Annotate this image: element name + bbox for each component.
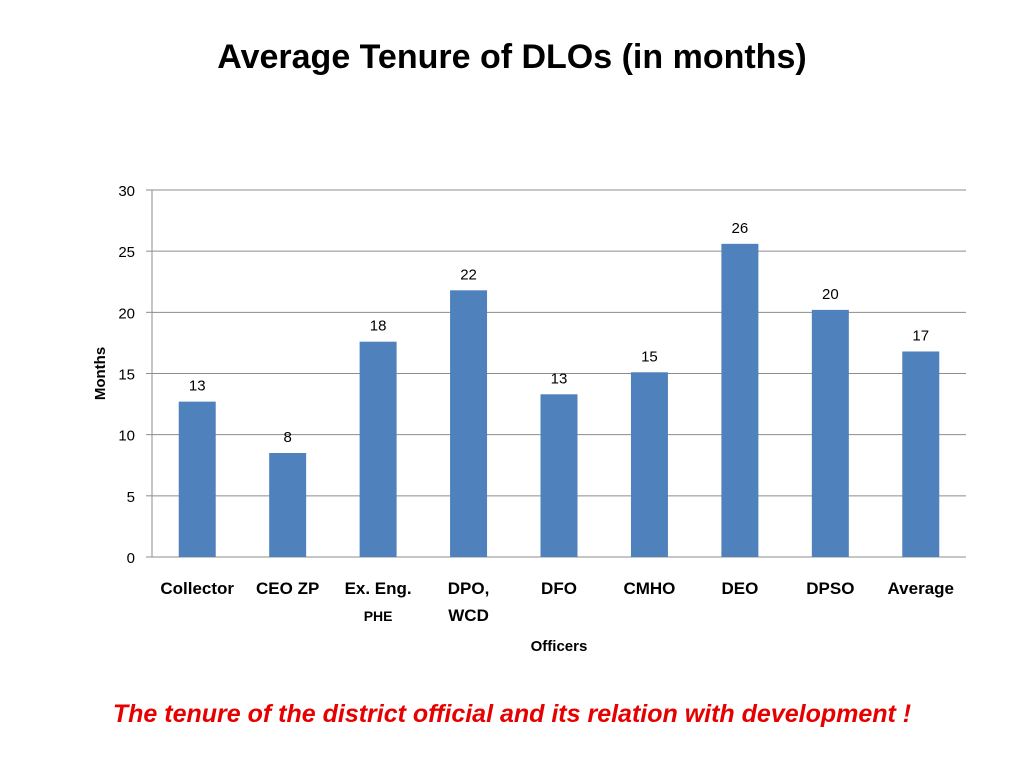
x-tick-label: Ex. Eng.: [345, 579, 412, 598]
x-axis-title: Officers: [531, 638, 588, 655]
x-tick-label: Collector: [160, 579, 234, 598]
x-tick-label: DFO: [541, 579, 577, 598]
data-label: 15: [641, 348, 658, 365]
x-tick-label-line2: WCD: [448, 606, 489, 625]
bar: [630, 372, 668, 557]
data-label: 17: [912, 327, 929, 344]
x-tick-label-line2: PHE: [364, 608, 393, 624]
bar: [902, 351, 940, 557]
x-tick-label: DEO: [721, 579, 758, 598]
x-tick-label: CEO ZP: [256, 579, 319, 598]
x-tick-label: DPSO: [806, 579, 854, 598]
x-tick-label: Average: [888, 579, 954, 598]
x-tick-label: CMHO: [623, 579, 675, 598]
slide-title: Average Tenure of DLOs (in months): [217, 38, 807, 76]
x-tick-label: DPO,: [448, 579, 490, 598]
y-tick-label: 25: [118, 244, 135, 261]
bar: [359, 341, 397, 557]
y-tick-label: 30: [118, 183, 135, 200]
data-label: 13: [551, 370, 568, 387]
data-label: 18: [370, 318, 387, 335]
y-tick-label: 15: [118, 367, 135, 384]
y-tick-label: 20: [118, 305, 135, 322]
data-label: 13: [189, 378, 206, 395]
slide-caption: The tenure of the district official and …: [112, 700, 912, 728]
y-axis-title: Months: [92, 347, 109, 400]
bar: [450, 290, 488, 557]
data-label: 8: [283, 429, 291, 446]
y-tick-label: 10: [118, 428, 135, 445]
bar: [178, 401, 216, 557]
bar: [540, 394, 578, 557]
bar: [721, 243, 759, 557]
bar: [269, 453, 307, 557]
y-tick-label: 0: [127, 550, 135, 567]
data-label: 22: [460, 266, 477, 283]
y-tick-label: 5: [127, 489, 135, 506]
data-label: 20: [822, 286, 839, 303]
data-label: 26: [732, 220, 749, 237]
bar: [811, 309, 849, 557]
